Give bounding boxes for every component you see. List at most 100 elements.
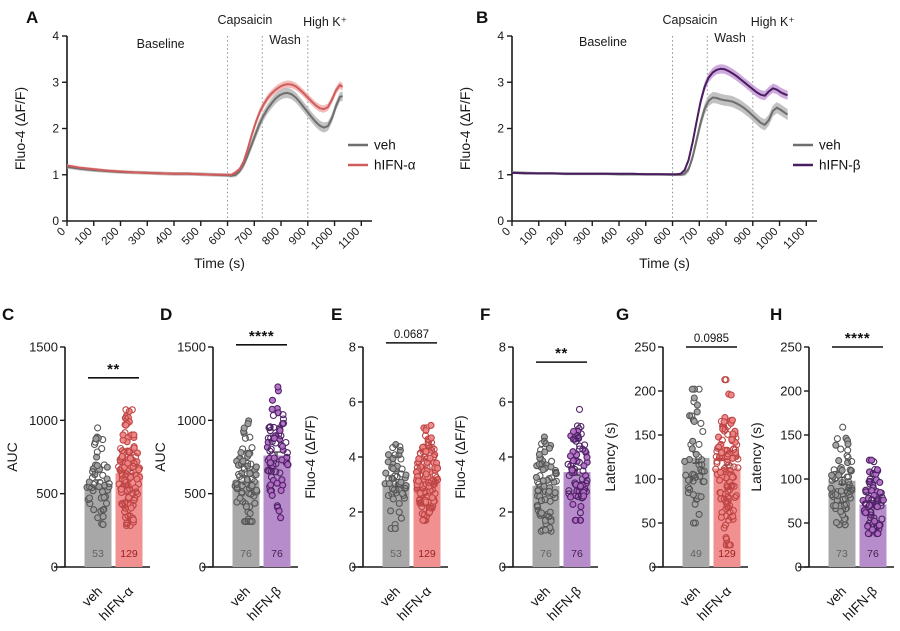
phase-annotation: Capsaicin — [662, 13, 717, 27]
data-point — [105, 480, 113, 488]
data-point — [93, 448, 101, 456]
data-point — [845, 481, 853, 489]
data-point — [545, 444, 554, 452]
legend-label: veh — [374, 138, 396, 153]
y-tick-label: 2 — [499, 505, 506, 520]
data-point — [90, 506, 98, 514]
data-point — [392, 489, 400, 497]
data-point — [424, 478, 433, 487]
data-point — [426, 454, 434, 462]
data-point — [575, 405, 584, 413]
data-point — [837, 445, 845, 453]
data-point — [277, 514, 285, 522]
n-label: 53 — [390, 548, 402, 560]
data-point — [565, 471, 573, 480]
data-point — [714, 433, 723, 441]
panel-a-chart: 0 1 2 3 4 0 100 200 300 400 500 600 700 800 900 1000 110… — [12, 13, 416, 271]
data-point — [693, 401, 701, 409]
n-label: 76 — [271, 548, 283, 560]
data-point — [728, 482, 736, 490]
data-point — [237, 448, 245, 457]
data-point — [100, 505, 108, 513]
data-point — [276, 469, 284, 477]
data-point — [734, 464, 742, 472]
data-point — [89, 468, 97, 476]
data-point — [117, 485, 125, 493]
n-label: 129 — [718, 548, 736, 560]
data-point — [247, 460, 255, 468]
y-tick-label: 1 — [497, 168, 504, 182]
data-point — [272, 468, 280, 476]
n-label: 49 — [690, 548, 702, 560]
data-point — [99, 513, 107, 521]
trace — [511, 96, 789, 176]
data-point — [552, 469, 560, 477]
y-tick-label: 200 — [780, 384, 802, 399]
data-point — [730, 445, 738, 454]
data-point — [270, 434, 278, 442]
data-point — [270, 454, 278, 462]
data-point — [541, 496, 549, 504]
y-axis-title: AUC — [152, 442, 168, 472]
data-point — [434, 464, 442, 472]
y-tick-label: 6 — [349, 395, 356, 410]
x-tick-label: 100 — [518, 226, 540, 248]
x-tick-label: 1100 — [336, 226, 362, 252]
x-tick-label: 1000 — [754, 226, 781, 253]
legend-label: hIFN-α — [374, 158, 416, 173]
data-point — [122, 406, 130, 414]
data-point — [576, 509, 584, 517]
x-tick-label: 1000 — [309, 226, 336, 253]
y-tick-label: 8 — [499, 340, 506, 355]
y-tick-label: 0 — [795, 560, 802, 575]
data-point — [389, 465, 397, 473]
data-point — [385, 480, 393, 488]
data-point — [93, 453, 101, 461]
data-point — [118, 471, 126, 480]
data-point — [248, 482, 256, 490]
data-point — [384, 451, 393, 459]
data-point — [730, 463, 738, 471]
data-point — [277, 486, 285, 495]
x-tick-label: 600 — [652, 226, 674, 248]
x-tick-label: 200 — [100, 226, 122, 248]
data-point — [397, 478, 405, 486]
panel-letter-g: G — [616, 305, 630, 324]
data-point — [268, 405, 276, 413]
y-tick-label: 0 — [649, 560, 656, 575]
data-point — [724, 487, 732, 495]
phase-annotation: High K⁺ — [303, 15, 347, 29]
x-tick-label: 700 — [233, 226, 255, 248]
data-point — [401, 484, 409, 492]
data-point — [265, 467, 273, 475]
x-tick-label: 900 — [287, 226, 309, 248]
data-point — [688, 445, 696, 453]
data-point — [686, 412, 694, 420]
data-point — [251, 499, 259, 507]
x-tick-label: 500 — [625, 226, 647, 248]
data-point — [568, 466, 576, 474]
data-point — [130, 444, 138, 452]
data-point — [274, 383, 282, 391]
data-point — [122, 470, 130, 478]
data-point — [283, 449, 291, 457]
data-point — [130, 496, 138, 504]
y-tick-label: 0 — [199, 560, 206, 575]
data-point — [691, 519, 699, 527]
sig-pvalue: 0.0687 — [394, 329, 429, 341]
x-axis-title: Time (s) — [194, 255, 245, 271]
data-point — [577, 502, 585, 511]
data-point — [421, 432, 430, 440]
category-label: hIFN-β — [244, 583, 284, 623]
y-axis-title: Fluo-4 (ΔF/F) — [452, 415, 468, 498]
y-tick-label: 6 — [499, 395, 506, 410]
error-band — [512, 64, 788, 176]
data-point — [240, 424, 248, 432]
data-point — [397, 455, 405, 463]
data-point — [724, 498, 732, 506]
data-point — [121, 504, 130, 512]
data-point — [569, 500, 577, 508]
data-point — [98, 445, 106, 453]
data-point — [583, 477, 591, 485]
data-point — [571, 435, 579, 443]
